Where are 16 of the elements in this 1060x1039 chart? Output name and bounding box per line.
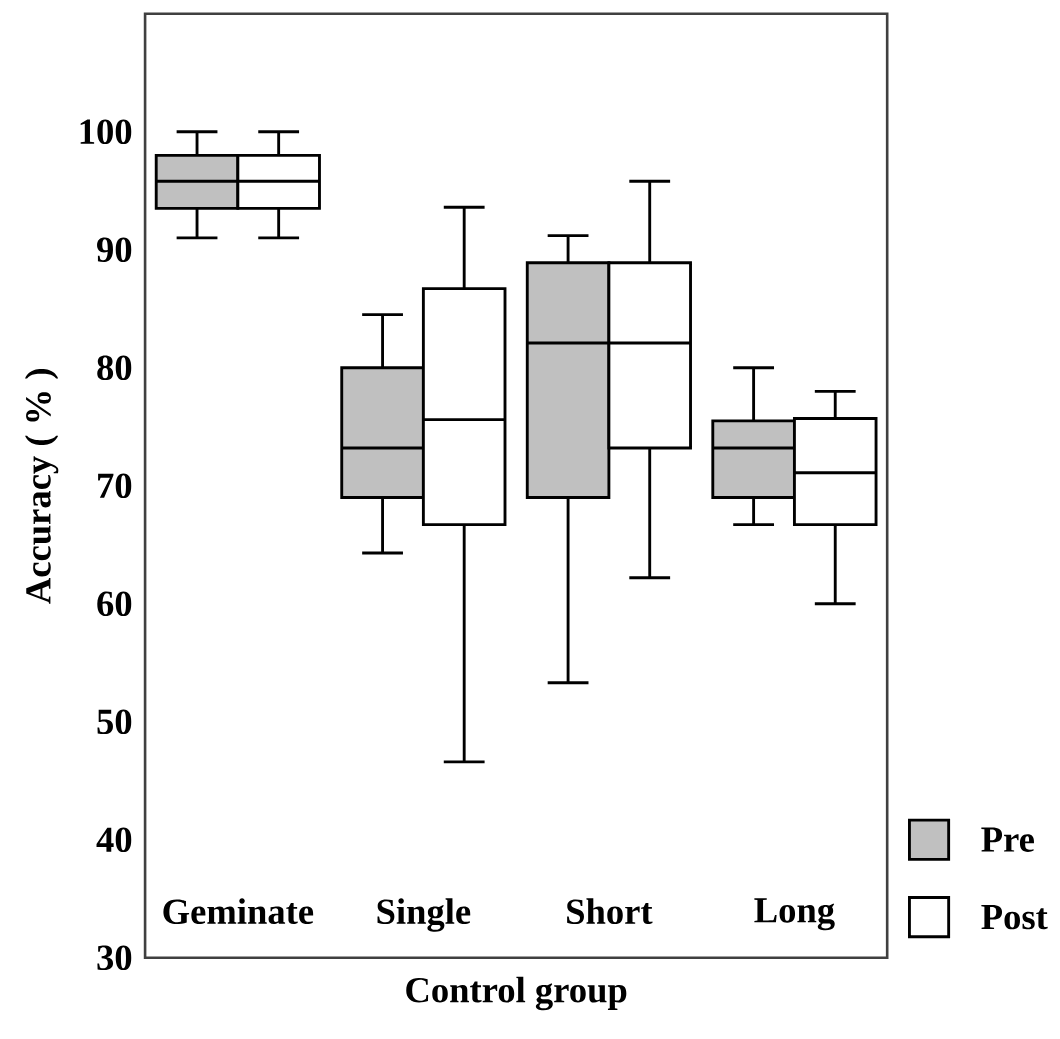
y-tick-label: 70	[98, 473, 132, 499]
y-tick-label: 60	[97, 591, 132, 617]
x-axis-title: Control group	[406, 976, 627, 1011]
x-tick-label: Geminate	[163, 898, 314, 925]
x-tick-label: Single	[377, 898, 471, 932]
y-tick-label: 50	[97, 709, 132, 735]
y-tick-label: 30	[97, 945, 132, 971]
y-tick-label: 90	[97, 237, 132, 263]
legend-label: Post	[981, 904, 1048, 930]
y-tick-label: 40	[96, 827, 132, 853]
x-tick-label: Long	[754, 898, 835, 931]
y-tick-label: 100	[80, 119, 132, 145]
x-tick-label: Short	[567, 898, 653, 925]
y-axis-title: Accuracy ( % )	[25, 368, 59, 604]
y-tick-label: 80	[97, 355, 132, 381]
legend-label: Pre	[981, 827, 1034, 852]
